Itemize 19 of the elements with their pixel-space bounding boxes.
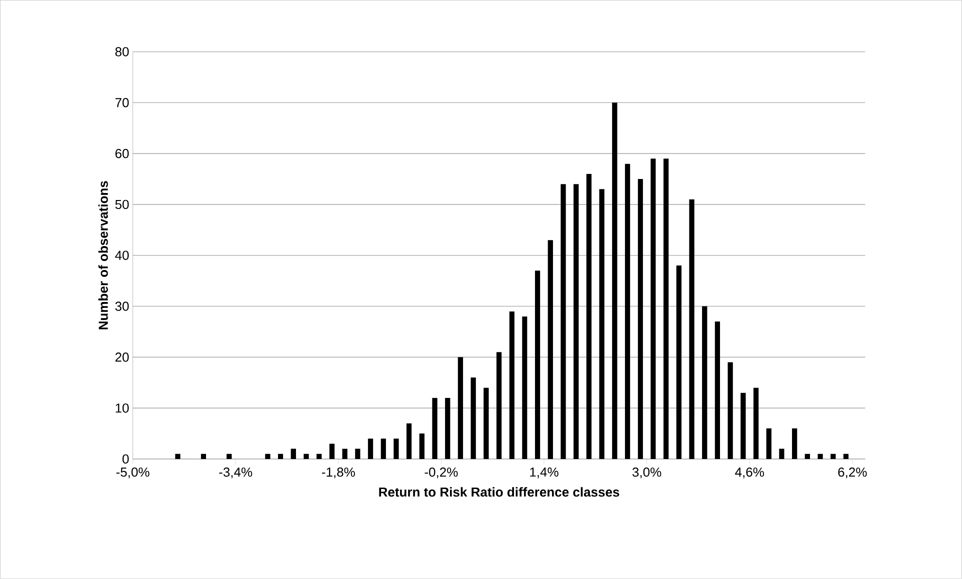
x-axis-title: Return to Risk Ratio difference classes (379, 487, 620, 497)
y-tick-label: 0 (122, 454, 129, 464)
y-axis-title: Number of observations (98, 181, 108, 330)
y-tick-label: 40 (115, 250, 129, 260)
y-tick-label: 80 (115, 47, 129, 56)
x-tick-label: 4,6% (735, 468, 764, 478)
y-tick-label: 10 (116, 404, 129, 413)
x-tick-label: -0,2% (424, 468, 458, 478)
y-tick-label: 60 (115, 149, 129, 158)
y-tick-label: 20 (115, 352, 129, 362)
x-tick-label: 6,2% (838, 468, 867, 478)
x-tick-label: 3,0% (632, 468, 662, 478)
x-tick-label: -3,4% (219, 468, 252, 478)
y-tick-label: 30 (115, 302, 129, 311)
x-tick-label: 1,4% (530, 468, 558, 478)
x-tick-label: -1,8% (322, 468, 355, 478)
y-tick-label: 70 (115, 98, 129, 108)
x-tick-label: -5,0% (116, 468, 150, 478)
y-tick-label: 50 (115, 200, 129, 210)
